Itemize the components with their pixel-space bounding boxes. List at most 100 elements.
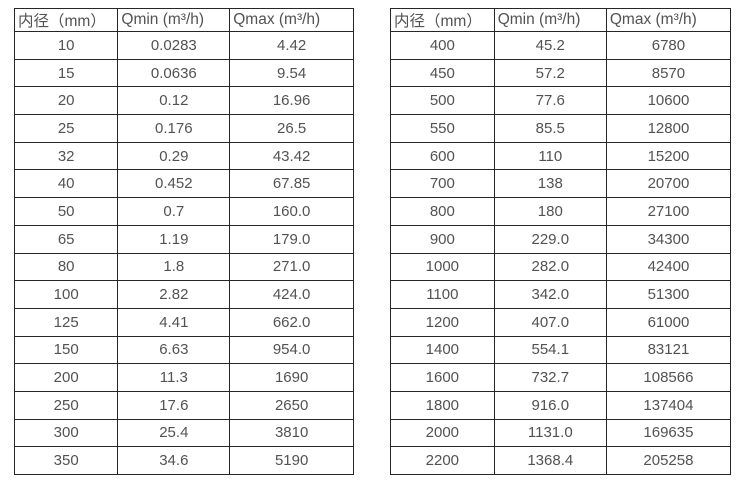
table-cell: 51300 bbox=[605, 280, 732, 309]
table-cell: 2650 bbox=[229, 390, 354, 420]
table-cell: 0.12 bbox=[117, 86, 231, 116]
table-cell: 25.4 bbox=[117, 418, 231, 448]
table-row: 150 6.63 954.0 bbox=[13, 335, 354, 365]
flow-spec-table-small-diameters: 内径（mm） Qmin (m³/h) Qmax (m³/h) 10 0.0283 4… bbox=[13, 8, 354, 475]
table-cell: 1000 bbox=[390, 252, 495, 282]
table-cell: 34.6 bbox=[117, 446, 231, 475]
table-row: 10 0.0283 4.42 bbox=[13, 31, 354, 60]
table-header: 内径（mm） Qmin (m³/h) Qmax (m³/h) bbox=[13, 8, 354, 32]
table-cell: 34300 bbox=[605, 224, 732, 254]
header-row: 内径（mm） Qmin (m³/h) Qmax (m³/h) bbox=[390, 8, 732, 32]
table-cell: 45.2 bbox=[493, 31, 607, 60]
table-cell: 169635 bbox=[605, 418, 732, 448]
table-cell: 110 bbox=[493, 141, 607, 171]
table-cell: 229.0 bbox=[493, 224, 607, 254]
table-row: 1200 407.0 61000 bbox=[390, 307, 732, 337]
table-cell: 2000 bbox=[390, 418, 495, 448]
table-cell: 0.452 bbox=[117, 169, 231, 199]
table-cell: 1100 bbox=[390, 280, 495, 309]
table-cell: 1200 bbox=[390, 307, 495, 337]
table-cell: 20700 bbox=[605, 169, 732, 199]
table-cell: 26.5 bbox=[229, 114, 354, 143]
table-row: 350 34.6 5190 bbox=[13, 446, 354, 475]
table-row: 300 25.4 3810 bbox=[13, 418, 354, 448]
table-cell: 11.3 bbox=[117, 363, 231, 392]
table-cell: 250 bbox=[13, 390, 119, 420]
table-cell: 5190 bbox=[229, 446, 354, 475]
table-cell: 205258 bbox=[605, 446, 732, 475]
table-body: 10 0.0283 4.42 15 0.0636 9.54 20 0.12 16.96 25 0.1… bbox=[13, 31, 354, 475]
table-cell: 3810 bbox=[229, 418, 354, 448]
table-cell: 50 bbox=[13, 197, 119, 226]
table-row: 25 0.176 26.5 bbox=[13, 114, 354, 143]
table-cell: 1131.0 bbox=[493, 418, 607, 448]
table-cell: 15 bbox=[13, 58, 119, 88]
table-cell: 12800 bbox=[605, 114, 732, 143]
table-cell: 138 bbox=[493, 169, 607, 199]
table-cell: 1.19 bbox=[117, 224, 231, 254]
table-row: 50 0.7 160.0 bbox=[13, 197, 354, 226]
table-cell: 61000 bbox=[605, 307, 732, 337]
table-cell: 108566 bbox=[605, 363, 732, 392]
table-cell: 42400 bbox=[605, 252, 732, 282]
table-cell: 2200 bbox=[390, 446, 495, 475]
table-body: 400 45.2 6780 450 57.2 8570 500 77.6 10600 550 85.… bbox=[390, 31, 732, 475]
table-cell: 6.63 bbox=[117, 335, 231, 365]
table-row: 900 229.0 34300 bbox=[390, 224, 732, 254]
table-row: 2200 1368.4 205258 bbox=[390, 446, 732, 475]
table-cell: 16.96 bbox=[229, 86, 354, 116]
table-row: 80 1.8 271.0 bbox=[13, 252, 354, 282]
table-cell: 732.7 bbox=[493, 363, 607, 392]
table-cell: 179.0 bbox=[229, 224, 354, 254]
table-cell: 77.6 bbox=[493, 86, 607, 116]
table-cell: 350 bbox=[13, 446, 119, 475]
table-cell: 27100 bbox=[605, 197, 732, 226]
table-cell: 137404 bbox=[605, 390, 732, 420]
table-cell: 0.7 bbox=[117, 197, 231, 226]
table-row: 500 77.6 10600 bbox=[390, 86, 732, 116]
table-row: 450 57.2 8570 bbox=[390, 58, 732, 88]
table-cell: 17.6 bbox=[117, 390, 231, 420]
table-cell: 85.5 bbox=[493, 114, 607, 143]
table-cell: 400 bbox=[390, 31, 495, 60]
table-row: 125 4.41 662.0 bbox=[13, 307, 354, 337]
table-cell: 1600 bbox=[390, 363, 495, 392]
table-cell: 342.0 bbox=[493, 280, 607, 309]
table-cell: 550 bbox=[390, 114, 495, 143]
table-cell: 1368.4 bbox=[493, 446, 607, 475]
table-cell: 25 bbox=[13, 114, 119, 143]
table-cell: 8570 bbox=[605, 58, 732, 88]
table-cell: 282.0 bbox=[493, 252, 607, 282]
table-cell: 800 bbox=[390, 197, 495, 226]
table-cell: 10600 bbox=[605, 86, 732, 116]
table-cell: 0.0636 bbox=[117, 58, 231, 88]
table-row: 550 85.5 12800 bbox=[390, 114, 732, 143]
table-cell: 15200 bbox=[605, 141, 732, 171]
header-row: 内径（mm） Qmin (m³/h) Qmax (m³/h) bbox=[13, 8, 354, 32]
table-cell: 0.176 bbox=[117, 114, 231, 143]
table-cell: 150 bbox=[13, 335, 119, 365]
table-row: 600 110 15200 bbox=[390, 141, 732, 171]
table-cell: 1800 bbox=[390, 390, 495, 420]
table-cell: 40 bbox=[13, 169, 119, 199]
table-cell: 1400 bbox=[390, 335, 495, 365]
table-cell: 500 bbox=[390, 86, 495, 116]
table-row: 2000 1131.0 169635 bbox=[390, 418, 732, 448]
table-row: 700 138 20700 bbox=[390, 169, 732, 199]
table-cell: 0.0283 bbox=[117, 31, 231, 60]
table-cell: 916.0 bbox=[493, 390, 607, 420]
table-cell: 65 bbox=[13, 224, 119, 254]
table-row: 32 0.29 43.42 bbox=[13, 141, 354, 171]
table-cell: 20 bbox=[13, 86, 119, 116]
table-cell: 662.0 bbox=[229, 307, 354, 337]
table-cell: 600 bbox=[390, 141, 495, 171]
table-row: 20 0.12 16.96 bbox=[13, 86, 354, 116]
table-cell: 4.42 bbox=[229, 31, 354, 60]
col-header-qmin: Qmin (m³/h) bbox=[493, 8, 607, 32]
table-row: 250 17.6 2650 bbox=[13, 390, 354, 420]
table-cell: 80 bbox=[13, 252, 119, 282]
table-header: 内径（mm） Qmin (m³/h) Qmax (m³/h) bbox=[390, 8, 732, 32]
table-row: 15 0.0636 9.54 bbox=[13, 58, 354, 88]
table-row: 65 1.19 179.0 bbox=[13, 224, 354, 254]
